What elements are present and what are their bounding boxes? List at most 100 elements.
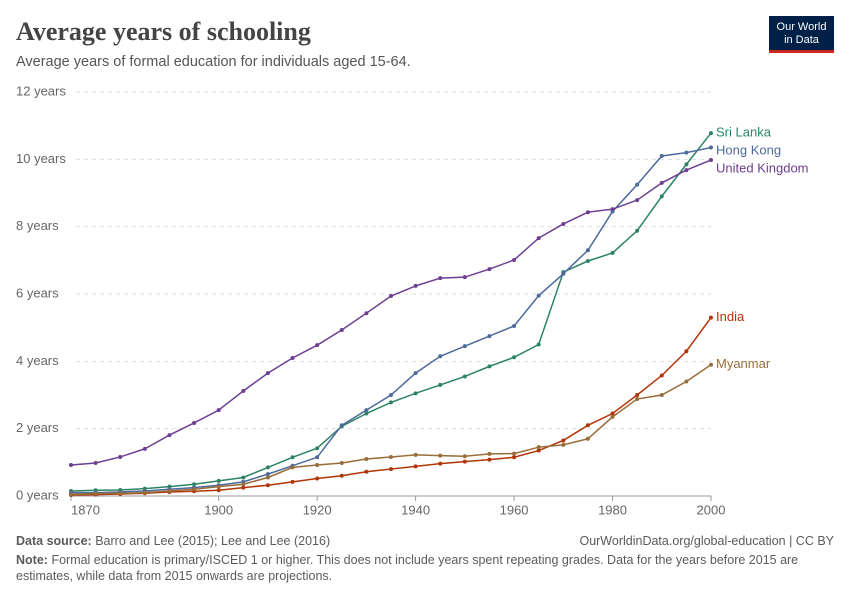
logo-box[interactable]	[769, 16, 834, 50]
point	[635, 228, 640, 233]
point	[438, 382, 443, 387]
x-tick-label: 2000	[697, 502, 726, 517]
point	[241, 482, 246, 487]
y-tick-label: 8 years	[16, 218, 59, 233]
point	[585, 423, 590, 428]
point	[142, 490, 147, 495]
point	[487, 334, 492, 339]
point	[462, 454, 467, 459]
point	[536, 448, 541, 453]
point	[709, 158, 713, 163]
note-label: Note:	[16, 553, 48, 567]
point	[167, 488, 172, 493]
point	[118, 454, 123, 459]
point	[192, 482, 197, 487]
series	[69, 158, 713, 468]
legend-label: Hong Kong	[716, 143, 781, 158]
point	[684, 349, 689, 354]
point	[709, 362, 713, 367]
point	[290, 465, 295, 470]
point	[290, 355, 295, 360]
point	[192, 487, 197, 492]
point	[635, 182, 640, 187]
point	[684, 150, 689, 155]
line	[70, 364, 712, 496]
legend-label: United Kingdom	[716, 161, 809, 176]
point	[69, 463, 73, 468]
point	[536, 445, 541, 450]
point	[339, 328, 344, 333]
point	[265, 472, 270, 477]
series	[69, 315, 713, 497]
point	[610, 207, 615, 212]
point	[216, 484, 221, 489]
x-tick-label: 1960	[500, 502, 529, 517]
legend-label: India	[716, 309, 745, 324]
y-tick-label: 2 years	[16, 420, 59, 435]
point	[339, 473, 344, 478]
point	[709, 315, 713, 320]
point	[512, 355, 517, 360]
point	[684, 379, 689, 384]
point	[610, 414, 615, 419]
point	[389, 393, 393, 397]
chart-subtitle: Average years of formal education for in…	[16, 54, 411, 70]
point	[142, 446, 147, 451]
point	[684, 168, 689, 173]
point	[536, 293, 541, 298]
point	[487, 451, 492, 456]
logo[interactable]: Our World in Data	[769, 16, 834, 53]
point	[413, 371, 418, 376]
point	[659, 153, 664, 158]
point	[462, 459, 467, 464]
point	[536, 236, 541, 241]
point	[93, 491, 98, 496]
series	[69, 145, 713, 495]
point	[315, 446, 320, 451]
point	[512, 451, 517, 456]
x-tick-label: 1920	[303, 502, 332, 517]
point	[512, 257, 517, 262]
point	[339, 461, 344, 466]
point	[487, 364, 492, 369]
point	[684, 162, 689, 167]
point	[167, 433, 172, 438]
point	[659, 373, 664, 378]
y-tick-label: 4 years	[16, 353, 59, 368]
point	[585, 210, 590, 215]
point	[315, 455, 320, 460]
point	[216, 478, 221, 483]
point	[118, 491, 123, 496]
x-tick-label: 1870	[71, 502, 100, 517]
point	[561, 271, 566, 276]
point	[216, 488, 221, 493]
legend-label: Myanmar	[716, 356, 771, 371]
point	[339, 423, 344, 428]
x-tick-label: 1940	[401, 502, 430, 517]
note-text: Formal education is primary/ISCED 1 or h…	[16, 553, 799, 583]
legend-label: Sri Lanka	[716, 125, 772, 140]
point	[413, 464, 418, 469]
point	[364, 408, 369, 413]
x-tick-label: 1900	[204, 502, 233, 517]
point	[659, 194, 664, 199]
point	[389, 294, 393, 299]
point	[512, 323, 517, 328]
point	[413, 391, 418, 396]
point	[290, 479, 295, 484]
point	[69, 492, 73, 497]
credit[interactable]: OurWorldinData.org/global-education | CC…	[579, 534, 834, 548]
chart-title: Average years of schooling	[16, 17, 311, 46]
point	[413, 452, 418, 457]
point	[709, 131, 713, 136]
x-tick-label: 1980	[598, 502, 627, 517]
point	[389, 454, 393, 459]
note: Note: Formal education is primary/ISCED …	[16, 552, 836, 584]
point	[265, 371, 270, 376]
point	[585, 436, 590, 441]
point	[241, 485, 246, 490]
point	[585, 248, 590, 253]
point	[438, 276, 443, 281]
point	[561, 442, 566, 447]
